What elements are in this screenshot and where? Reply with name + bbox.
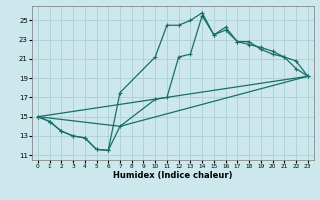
X-axis label: Humidex (Indice chaleur): Humidex (Indice chaleur) (113, 171, 233, 180)
